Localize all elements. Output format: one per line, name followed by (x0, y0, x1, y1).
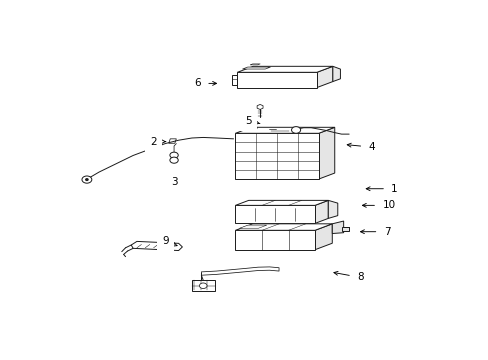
Circle shape (250, 125, 257, 130)
Text: 7: 7 (360, 227, 389, 237)
Circle shape (199, 283, 206, 288)
Polygon shape (327, 201, 337, 219)
Polygon shape (235, 133, 318, 179)
Polygon shape (257, 104, 263, 109)
Polygon shape (332, 66, 340, 82)
Text: 2: 2 (150, 136, 165, 147)
Text: 4: 4 (346, 142, 374, 152)
Polygon shape (191, 280, 214, 291)
Polygon shape (131, 242, 182, 251)
Polygon shape (235, 205, 314, 223)
Text: 9: 9 (162, 237, 177, 246)
Circle shape (291, 127, 300, 133)
Polygon shape (318, 127, 334, 179)
Polygon shape (235, 201, 327, 205)
Text: 3: 3 (171, 177, 178, 187)
Polygon shape (271, 128, 288, 132)
Polygon shape (231, 75, 237, 85)
Circle shape (85, 179, 88, 180)
Polygon shape (249, 64, 260, 65)
Polygon shape (235, 224, 332, 230)
Text: 8: 8 (333, 271, 363, 283)
Polygon shape (168, 139, 176, 143)
Polygon shape (314, 224, 332, 250)
Text: 10: 10 (362, 201, 395, 210)
Polygon shape (239, 225, 266, 228)
Circle shape (169, 152, 178, 158)
Text: 5: 5 (245, 116, 260, 126)
Text: 1: 1 (366, 184, 397, 194)
Circle shape (82, 176, 92, 183)
Polygon shape (235, 127, 334, 133)
Polygon shape (332, 221, 343, 234)
Polygon shape (314, 201, 327, 223)
Polygon shape (235, 230, 314, 250)
Circle shape (169, 157, 178, 163)
Text: 6: 6 (194, 78, 216, 89)
Polygon shape (242, 67, 270, 69)
Polygon shape (237, 72, 316, 87)
Polygon shape (341, 226, 348, 231)
Polygon shape (316, 66, 332, 87)
Polygon shape (237, 66, 332, 72)
